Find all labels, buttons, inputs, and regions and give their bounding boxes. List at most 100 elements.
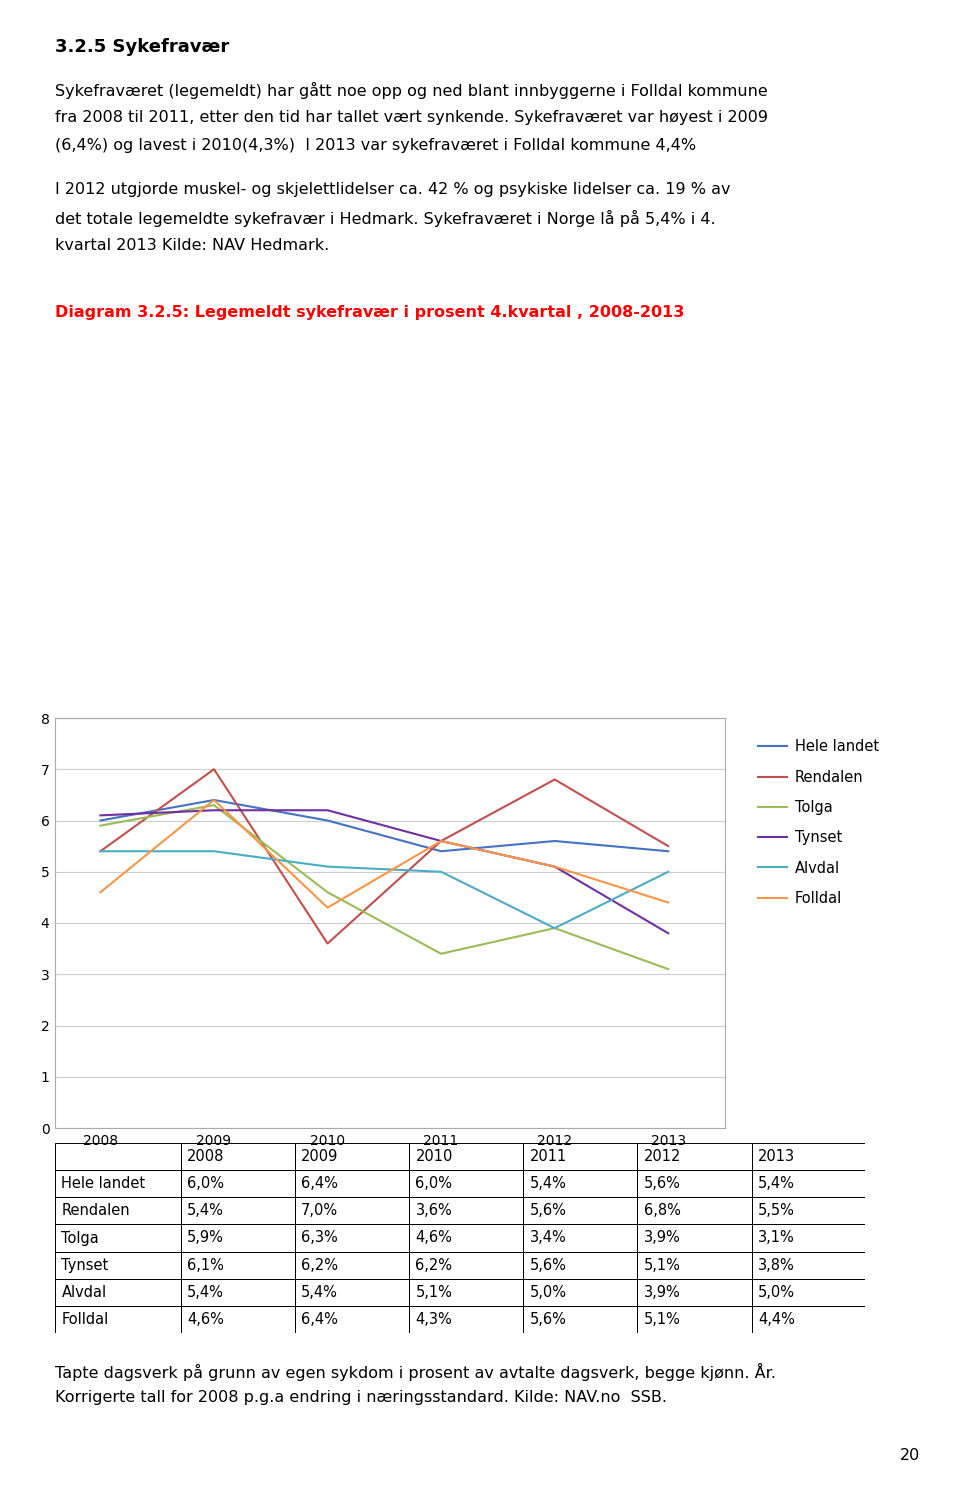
- Text: 3,8%: 3,8%: [758, 1257, 795, 1272]
- Text: 4,3%: 4,3%: [416, 1312, 452, 1327]
- Text: 2008: 2008: [187, 1149, 225, 1164]
- Bar: [180, 1306, 295, 1333]
- Bar: [637, 1198, 752, 1225]
- Bar: [295, 1278, 409, 1306]
- Text: Hele landet: Hele landet: [61, 1176, 146, 1192]
- Text: 6,2%: 6,2%: [416, 1257, 452, 1272]
- Text: 5,4%: 5,4%: [530, 1176, 566, 1192]
- Bar: [55, 1143, 180, 1170]
- Bar: [409, 1251, 523, 1278]
- Bar: [523, 1170, 637, 1198]
- Bar: [409, 1143, 523, 1170]
- Text: 6,2%: 6,2%: [301, 1257, 338, 1272]
- Text: 2010: 2010: [416, 1149, 453, 1164]
- Text: Korrigerte tall for 2008 p.g.a endring i næringsstandard. Kilde: NAV.no  SSB.: Korrigerte tall for 2008 p.g.a endring i…: [55, 1390, 667, 1405]
- Text: fra 2008 til 2011, etter den tid har tallet vært synkende. Sykefraværet var høye: fra 2008 til 2011, etter den tid har tal…: [55, 110, 768, 125]
- Bar: [55, 1198, 180, 1225]
- Text: 5,0%: 5,0%: [530, 1284, 566, 1301]
- Bar: [523, 1198, 637, 1225]
- Bar: [523, 1251, 637, 1278]
- Text: 5,4%: 5,4%: [187, 1284, 224, 1301]
- Bar: [752, 1225, 865, 1251]
- Bar: [637, 1306, 752, 1333]
- Text: 3,9%: 3,9%: [644, 1231, 681, 1245]
- Bar: [295, 1143, 409, 1170]
- Text: Rendalen: Rendalen: [61, 1204, 131, 1219]
- Text: 5,6%: 5,6%: [530, 1257, 566, 1272]
- Bar: [409, 1278, 523, 1306]
- Bar: [55, 1170, 180, 1198]
- Text: 2011: 2011: [530, 1149, 567, 1164]
- Bar: [180, 1251, 295, 1278]
- Bar: [637, 1170, 752, 1198]
- Text: 2009: 2009: [301, 1149, 339, 1164]
- Text: 6,3%: 6,3%: [301, 1231, 338, 1245]
- Bar: [637, 1251, 752, 1278]
- Bar: [523, 1278, 637, 1306]
- Bar: [752, 1278, 865, 1306]
- Bar: [409, 1306, 523, 1333]
- Bar: [523, 1306, 637, 1333]
- Text: 5,1%: 5,1%: [644, 1257, 681, 1272]
- Text: 20: 20: [900, 1448, 920, 1463]
- Bar: [637, 1278, 752, 1306]
- Text: 6,4%: 6,4%: [301, 1312, 338, 1327]
- Bar: [409, 1225, 523, 1251]
- Text: 5,4%: 5,4%: [758, 1176, 795, 1192]
- Text: 5,4%: 5,4%: [187, 1204, 224, 1219]
- Bar: [523, 1225, 637, 1251]
- Bar: [180, 1225, 295, 1251]
- Text: 3.2.5 Sykefravær: 3.2.5 Sykefravær: [55, 39, 229, 57]
- Text: 5,6%: 5,6%: [530, 1204, 566, 1219]
- Text: 4,6%: 4,6%: [187, 1312, 224, 1327]
- Text: 6,4%: 6,4%: [301, 1176, 338, 1192]
- Bar: [180, 1278, 295, 1306]
- Bar: [295, 1225, 409, 1251]
- Bar: [180, 1143, 295, 1170]
- Bar: [637, 1225, 752, 1251]
- Bar: [409, 1198, 523, 1225]
- Text: 5,9%: 5,9%: [187, 1231, 224, 1245]
- Legend: Hele landet, Rendalen, Tolga, Tynset, Alvdal, Folldal: Hele landet, Rendalen, Tolga, Tynset, Al…: [753, 734, 885, 912]
- Text: 6,0%: 6,0%: [416, 1176, 452, 1192]
- Text: 5,6%: 5,6%: [644, 1176, 681, 1192]
- Text: 3,4%: 3,4%: [530, 1231, 566, 1245]
- Bar: [295, 1251, 409, 1278]
- Bar: [523, 1143, 637, 1170]
- Text: 5,0%: 5,0%: [758, 1284, 795, 1301]
- Bar: [637, 1143, 752, 1170]
- Bar: [752, 1170, 865, 1198]
- Text: Alvdal: Alvdal: [61, 1284, 107, 1301]
- Text: Tapte dagsverk på grunn av egen sykdom i prosent av avtalte dagsverk, begge kjøn: Tapte dagsverk på grunn av egen sykdom i…: [55, 1363, 776, 1381]
- Text: (6,4%) og lavest i 2010(4,3%)  I 2013 var sykefraværet i Folldal kommune 4,4%: (6,4%) og lavest i 2010(4,3%) I 2013 var…: [55, 138, 696, 153]
- Text: 4,4%: 4,4%: [758, 1312, 795, 1327]
- Text: 3,1%: 3,1%: [758, 1231, 795, 1245]
- Text: Tynset: Tynset: [61, 1257, 108, 1272]
- Text: 3,6%: 3,6%: [416, 1204, 452, 1219]
- Bar: [180, 1170, 295, 1198]
- Text: 6,1%: 6,1%: [187, 1257, 224, 1272]
- Text: 2013: 2013: [758, 1149, 795, 1164]
- Text: 7,0%: 7,0%: [301, 1204, 338, 1219]
- Text: Tolga: Tolga: [61, 1231, 99, 1245]
- Bar: [55, 1251, 180, 1278]
- Text: Diagram 3.2.5: Legemeldt sykefravær i prosent 4.kvartal , 2008-2013: Diagram 3.2.5: Legemeldt sykefravær i pr…: [55, 305, 684, 320]
- Text: I 2012 utgjorde muskel- og skjelettlidelser ca. 42 % og psykiske lidelser ca. 19: I 2012 utgjorde muskel- og skjelettlidel…: [55, 182, 731, 196]
- Bar: [752, 1198, 865, 1225]
- Text: 2012: 2012: [644, 1149, 682, 1164]
- Text: kvartal 2013 Kilde: NAV Hedmark.: kvartal 2013 Kilde: NAV Hedmark.: [55, 238, 329, 253]
- Bar: [752, 1143, 865, 1170]
- Bar: [409, 1170, 523, 1198]
- Bar: [55, 1278, 180, 1306]
- Bar: [295, 1198, 409, 1225]
- Text: 5,4%: 5,4%: [301, 1284, 338, 1301]
- Text: 5,1%: 5,1%: [416, 1284, 452, 1301]
- Text: 3,9%: 3,9%: [644, 1284, 681, 1301]
- Text: 5,1%: 5,1%: [644, 1312, 681, 1327]
- Text: Folldal: Folldal: [61, 1312, 108, 1327]
- Text: det totale legemeldte sykefravær i Hedmark. Sykefraværet i Norge lå på 5,4% i 4.: det totale legemeldte sykefravær i Hedma…: [55, 210, 715, 228]
- Text: 6,0%: 6,0%: [187, 1176, 224, 1192]
- Bar: [752, 1251, 865, 1278]
- Text: 6,8%: 6,8%: [644, 1204, 681, 1219]
- Text: 4,6%: 4,6%: [416, 1231, 452, 1245]
